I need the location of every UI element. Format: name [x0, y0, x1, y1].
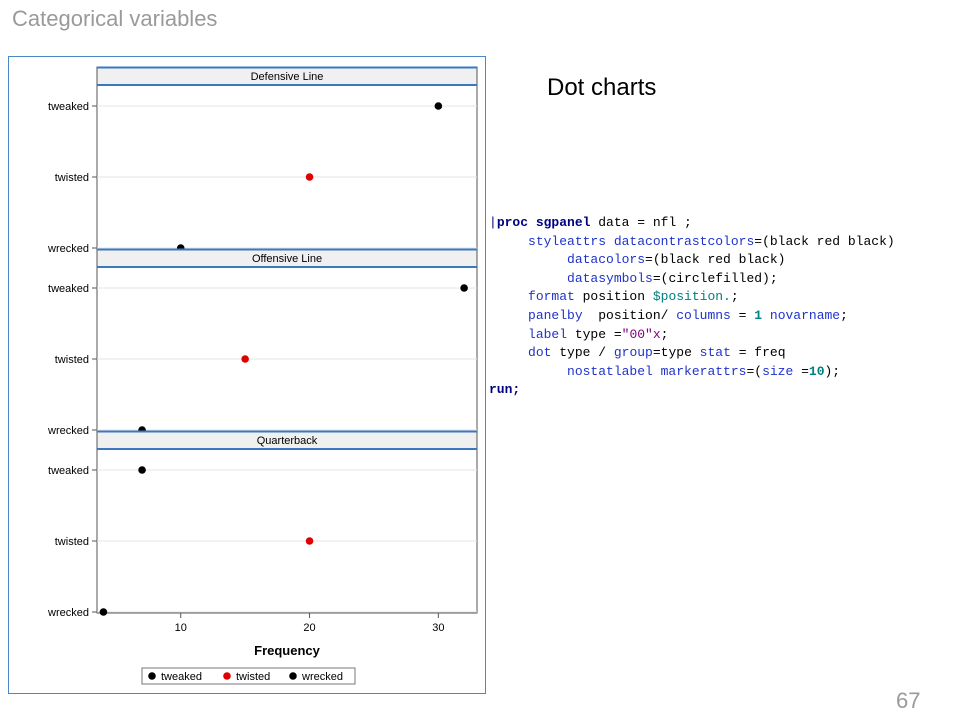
y-tick-label-tweaked: tweaked — [48, 465, 89, 477]
dot-tweaked — [434, 102, 443, 110]
plot-frame — [96, 66, 478, 614]
dot-wrecked — [99, 608, 108, 616]
y-tick-label-twisted: twisted — [55, 354, 89, 366]
y-tick-label-wrecked: wrecked — [47, 243, 89, 255]
legend-label-tweaked: tweaked — [161, 671, 202, 683]
legend-marker-twisted — [223, 672, 231, 680]
dot-tweaked — [460, 284, 468, 292]
legend-box — [141, 667, 356, 685]
y-tick-label-twisted: twisted — [55, 536, 89, 548]
page-number: 67 — [896, 688, 921, 713]
sas-code-block: |proc sgpanel data = nfl ; styleattrs da… — [489, 215, 895, 398]
slide-title: Categorical variables — [12, 6, 218, 31]
slide-subtitle: Dot charts — [547, 74, 657, 101]
y-tick-label-wrecked: wrecked — [47, 425, 89, 437]
dot-twisted — [241, 355, 249, 363]
x-tick-label: 20 — [303, 622, 315, 634]
x-tick-label: 30 — [432, 622, 444, 634]
legend-label-twisted: twisted — [236, 671, 270, 683]
x-tick-label: 10 — [175, 622, 187, 634]
panel-title-3: Quarterback — [257, 435, 318, 447]
chart-frame: Defensive Line tweaked twisted wrecked Offen… — [8, 56, 486, 694]
y-tick-label-tweaked: tweaked — [48, 283, 89, 295]
legend-label-wrecked: wrecked — [301, 671, 343, 683]
y-tick-label-wrecked: wrecked — [47, 607, 89, 619]
dot-twisted — [305, 537, 314, 545]
dot-twisted — [305, 173, 314, 181]
dot-chart-panel: Defensive Line tweaked twisted wrecked Offen… — [47, 66, 478, 685]
x-axis-title: Frequency — [254, 643, 321, 658]
y-tick-label-tweaked: tweaked — [48, 101, 89, 113]
text-cursor: | — [489, 215, 497, 230]
dot-tweaked — [138, 466, 146, 474]
y-tick-label-twisted: twisted — [55, 172, 89, 184]
panel-title-1: Defensive Line — [251, 71, 324, 83]
legend-marker-wrecked — [289, 672, 297, 680]
panel-title-2: Offensive Line — [252, 253, 322, 265]
legend-marker-tweaked — [148, 672, 156, 680]
